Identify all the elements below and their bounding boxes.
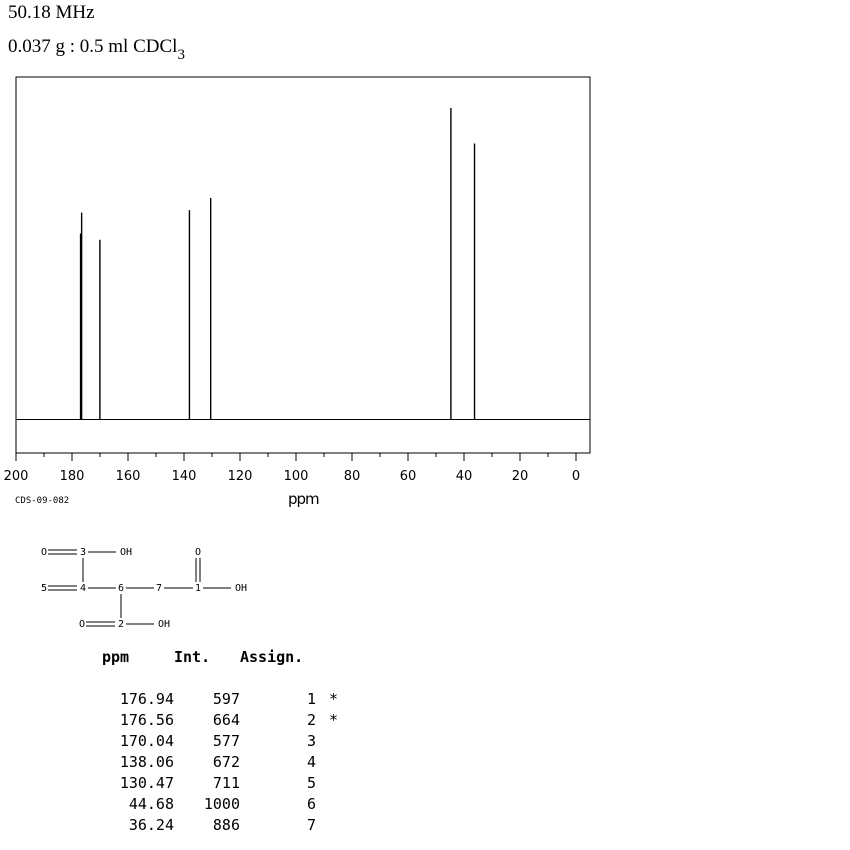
peak-intensity: 597 xyxy=(212,689,240,708)
peak-ppm: 138.06 xyxy=(119,752,174,771)
x-axis-label: ppm xyxy=(288,490,320,508)
sample-text: 0.037 g : 0.5 ml CDCl xyxy=(8,36,178,57)
x-tick-label: 120 xyxy=(228,469,253,484)
x-tick-label: 200 xyxy=(4,469,29,484)
peak-ppm: 170.04 xyxy=(119,731,174,750)
spectrometer-frequency: 50.18 MHz xyxy=(8,2,95,23)
plot-frame xyxy=(15,76,591,454)
atom-c3: 3 xyxy=(80,547,86,558)
peak-intensity: 886 xyxy=(212,815,240,834)
peak-ppm: 36.24 xyxy=(128,815,174,834)
peak-ppm: 176.56 xyxy=(119,710,174,729)
header-ppm: ppm xyxy=(102,647,130,666)
peak-ppm: 44.68 xyxy=(128,794,174,813)
peak-assignment: 4 xyxy=(306,752,316,771)
x-tick-label: 20 xyxy=(512,469,529,484)
table-row: 176.94 597 1 * xyxy=(88,688,338,709)
peak-assignment: 6 xyxy=(306,794,316,813)
peak-assignment: 1 xyxy=(306,689,316,708)
spectrum-peaks xyxy=(79,108,476,420)
atom-oh-a: OH xyxy=(120,547,132,558)
header-assign: Assign. xyxy=(240,647,304,666)
x-axis-ticks xyxy=(15,453,577,461)
atom-oh-b: OH xyxy=(158,619,170,630)
atom-c5: 5 xyxy=(41,583,47,594)
table-row: 44.68 1000 6 xyxy=(88,793,338,814)
peak-ppm: 176.94 xyxy=(119,689,174,708)
peak-note: * xyxy=(329,710,339,729)
x-tick-label: 140 xyxy=(172,469,197,484)
structure-bonds xyxy=(48,549,231,627)
atom-oh-1: OH xyxy=(235,583,247,594)
atom-o-b: O xyxy=(79,619,85,630)
nmr-spectrum-chart: 200 180 160 140 120 100 80 60 40 20 0 xyxy=(4,76,591,484)
x-tick-label: 40 xyxy=(456,469,473,484)
table-row: 130.47 711 5 xyxy=(88,772,338,793)
molecule-structure: O 3 OH 5 4 6 7 1 O OH O 2 OH xyxy=(41,547,247,630)
table-row: 176.56 664 2 * xyxy=(88,709,338,730)
peak-intensity: 664 xyxy=(212,710,240,729)
table-row: 170.04 577 3 xyxy=(88,730,338,751)
atom-c2: 2 xyxy=(118,619,124,630)
peak-table: ppm Int. Assign. 176.94 597 1 * 176.56 664 2 * 1… xyxy=(88,646,338,835)
peak-assignment: 5 xyxy=(306,773,316,792)
peak-table-body: 176.94 597 1 * 176.56 664 2 * 170.04 577 3 138.06 67… xyxy=(88,688,338,835)
atom-c4: 4 xyxy=(80,583,86,594)
peak-intensity: 1000 xyxy=(203,794,240,813)
peak-ppm: 130.47 xyxy=(119,773,174,792)
peak-intensity: 577 xyxy=(212,731,240,750)
x-tick-label: 60 xyxy=(400,469,417,484)
peak-intensity: 672 xyxy=(212,752,240,771)
peak-intensity: 711 xyxy=(212,773,240,792)
peak-table-header: ppm Int. Assign. xyxy=(88,646,338,667)
x-tick-label: 100 xyxy=(284,469,309,484)
x-tick-label: 180 xyxy=(60,469,85,484)
x-tick-label: 80 xyxy=(344,469,361,484)
peak-note: * xyxy=(329,689,339,708)
peak-note xyxy=(316,772,338,793)
peak-assignment: 3 xyxy=(306,731,316,750)
peak-assignment: 2 xyxy=(306,710,316,729)
x-tick-label: 160 xyxy=(116,469,141,484)
peak-note xyxy=(316,814,338,835)
x-axis-tick-labels: 200 180 160 140 120 100 80 60 40 20 0 xyxy=(4,469,581,484)
peak-assignment: 7 xyxy=(306,815,316,834)
sample-subscript: 3 xyxy=(177,47,185,63)
atom-o-1: O xyxy=(195,547,201,558)
x-tick-label: 0 xyxy=(572,469,580,484)
peak-note xyxy=(316,751,338,772)
sample-description: 0.037 g : 0.5 ml CDCl3 xyxy=(8,36,185,63)
peak-note xyxy=(316,730,338,751)
peak-note xyxy=(316,793,338,814)
header-int: Int. xyxy=(174,647,211,666)
atom-o-a: O xyxy=(41,547,47,558)
atom-c1: 1 xyxy=(195,583,201,594)
atom-c7: 7 xyxy=(156,583,162,594)
atom-c6: 6 xyxy=(118,583,124,594)
table-row: 138.06 672 4 xyxy=(88,751,338,772)
table-row: 36.24 886 7 xyxy=(88,814,338,835)
spectrum-code: CDS-09-082 xyxy=(15,496,70,506)
